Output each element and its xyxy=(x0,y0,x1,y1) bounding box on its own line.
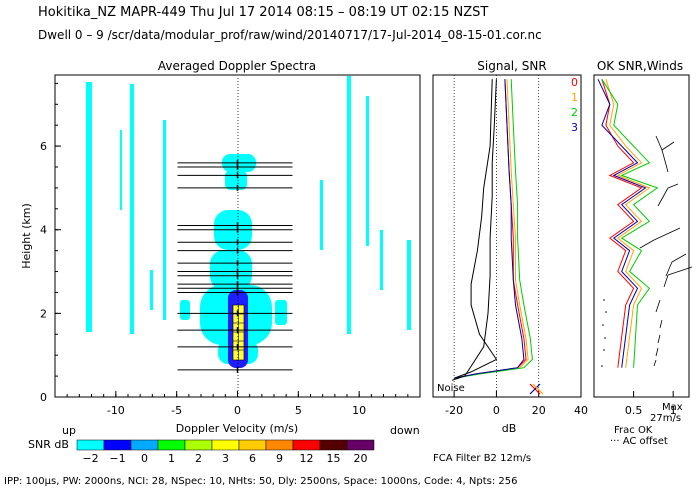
winds-xtick-label: 0.5 xyxy=(625,404,643,417)
signal-xtick-label: -20 xyxy=(445,404,463,417)
signal-panel: Signal, SNR -20 0 20 40 dB Noise FCA Filter… xyxy=(432,59,588,464)
down-label: down xyxy=(390,424,420,437)
spectra-ytick-label: 4 xyxy=(40,224,47,237)
colorbar-label: SNR dB xyxy=(28,438,69,451)
frac-ok-label: Frac OK xyxy=(614,425,653,436)
colorbar-level: 0 xyxy=(141,452,148,465)
wind-barbs xyxy=(639,135,693,367)
signal-ticks: -20 0 20 40 xyxy=(445,391,588,417)
colorbar-level: 20 xyxy=(354,452,368,465)
spectra-ytick-label: 0 xyxy=(40,391,47,404)
winds-xtick-label: 1 xyxy=(670,404,677,417)
spectra-xtick-label: 0 xyxy=(234,404,241,417)
winds-title: OK SNR,Winds xyxy=(597,59,683,73)
winds-legend-item-1: 1 xyxy=(571,91,578,104)
noise-marker xyxy=(529,383,544,395)
signal-title: Signal, SNR xyxy=(477,59,546,73)
colorbar-swatch-0 xyxy=(76,439,105,451)
winds-legend-item-0: 0 xyxy=(571,76,578,89)
colorbar: −2 −1 0 1 2 3 6 9 12 15 20 xyxy=(76,439,375,465)
colorbar-level: 6 xyxy=(249,452,256,465)
colorbar-level: 3 xyxy=(222,452,229,465)
ac-offset-label: ··· AC offset xyxy=(610,436,668,447)
parameter-footer: IPP: 100µs, PW: 2000ns, NCI: 28, NSpec: … xyxy=(4,476,518,487)
signal-xtick-label: 20 xyxy=(532,404,546,417)
spectra-xlabel: Doppler Velocity (m/s) xyxy=(176,422,298,435)
colorbar-level: 1 xyxy=(168,452,175,465)
colorbar-level: −1 xyxy=(109,452,125,465)
spectra-xtick-label: 10 xyxy=(352,404,366,417)
winds-ticks: 0.5 1 xyxy=(625,391,677,417)
signal-series-3 xyxy=(454,79,525,379)
colorbar-level: −2 xyxy=(82,452,98,465)
colorbar-swatch-8 xyxy=(292,439,321,451)
colorbar-level: 12 xyxy=(300,452,314,465)
signal-xtick-label: 0 xyxy=(493,404,500,417)
signal-xlabel: dB xyxy=(502,422,517,435)
winds-legend-item-2: 2 xyxy=(571,106,578,119)
colorbar-swatch-4 xyxy=(184,439,213,451)
max-label: Max xyxy=(662,402,683,413)
signal-series-2 xyxy=(454,79,533,379)
spectra-xtick-label: 5 xyxy=(295,404,302,417)
colorbar-swatch-3 xyxy=(157,439,186,451)
colorbar-swatch-7 xyxy=(265,439,294,451)
spectra-heatmap xyxy=(86,76,411,364)
colorbar-swatch-10 xyxy=(346,439,375,451)
colorbar-level: 15 xyxy=(327,452,341,465)
plot-title: Hokitika_NZ MAPR-449 Thu Jul 17 2014 08:… xyxy=(38,5,489,20)
colorbar-swatch-9 xyxy=(319,439,348,451)
ac-offset-dots xyxy=(601,299,607,367)
up-label: up xyxy=(62,424,76,437)
spectra-ticks: -10 -5 0 5 10 0 2 4 6 xyxy=(40,82,421,417)
filter-label: FCA Filter B2 12m/s xyxy=(433,453,531,464)
colorbar-level: 9 xyxy=(276,452,283,465)
colorbar-swatch-6 xyxy=(238,439,267,451)
colorbar-swatch-2 xyxy=(130,439,159,451)
signal-series xyxy=(451,79,533,381)
signal-series-4 xyxy=(453,79,498,379)
signal-series-5 xyxy=(451,79,497,381)
colorbar-swatch-1 xyxy=(103,439,132,451)
spectra-panel: Averaged Doppler Spectra xyxy=(20,59,421,465)
noise-label: Noise xyxy=(437,383,465,394)
signal-axes-frame xyxy=(432,74,582,398)
winds-profile-1 xyxy=(605,79,651,368)
spectra-ytick-label: 2 xyxy=(40,307,47,320)
winds-lines xyxy=(597,78,659,368)
colorbar-swatch-5 xyxy=(211,439,240,451)
winds-legend: 0 1 2 3 xyxy=(571,76,578,134)
signal-grid xyxy=(453,75,540,397)
winds-legend-item-3: 3 xyxy=(571,121,578,134)
winds-profile-3 xyxy=(597,78,647,368)
winds-profile-0 xyxy=(601,79,643,368)
spectra-title: Averaged Doppler Spectra xyxy=(158,59,316,73)
dwell-info: Dwell 0 – 9 /scr/data/modular_prof/raw/w… xyxy=(38,28,542,42)
echo-core-grid xyxy=(233,305,244,360)
winds-axes-frame xyxy=(593,74,690,398)
spectra-ytick-label: 6 xyxy=(40,140,47,153)
peak-lines xyxy=(177,159,293,373)
spectra-xtick-label: -10 xyxy=(107,404,125,417)
spectra-ylabel: Height (km) xyxy=(20,203,33,269)
colorbar-level: 2 xyxy=(195,452,202,465)
signal-xtick-label: 40 xyxy=(574,404,588,417)
winds-profile-2 xyxy=(601,78,659,368)
spectra-xtick-label: -5 xyxy=(171,404,182,417)
max-speed: 27m/s xyxy=(650,413,681,424)
